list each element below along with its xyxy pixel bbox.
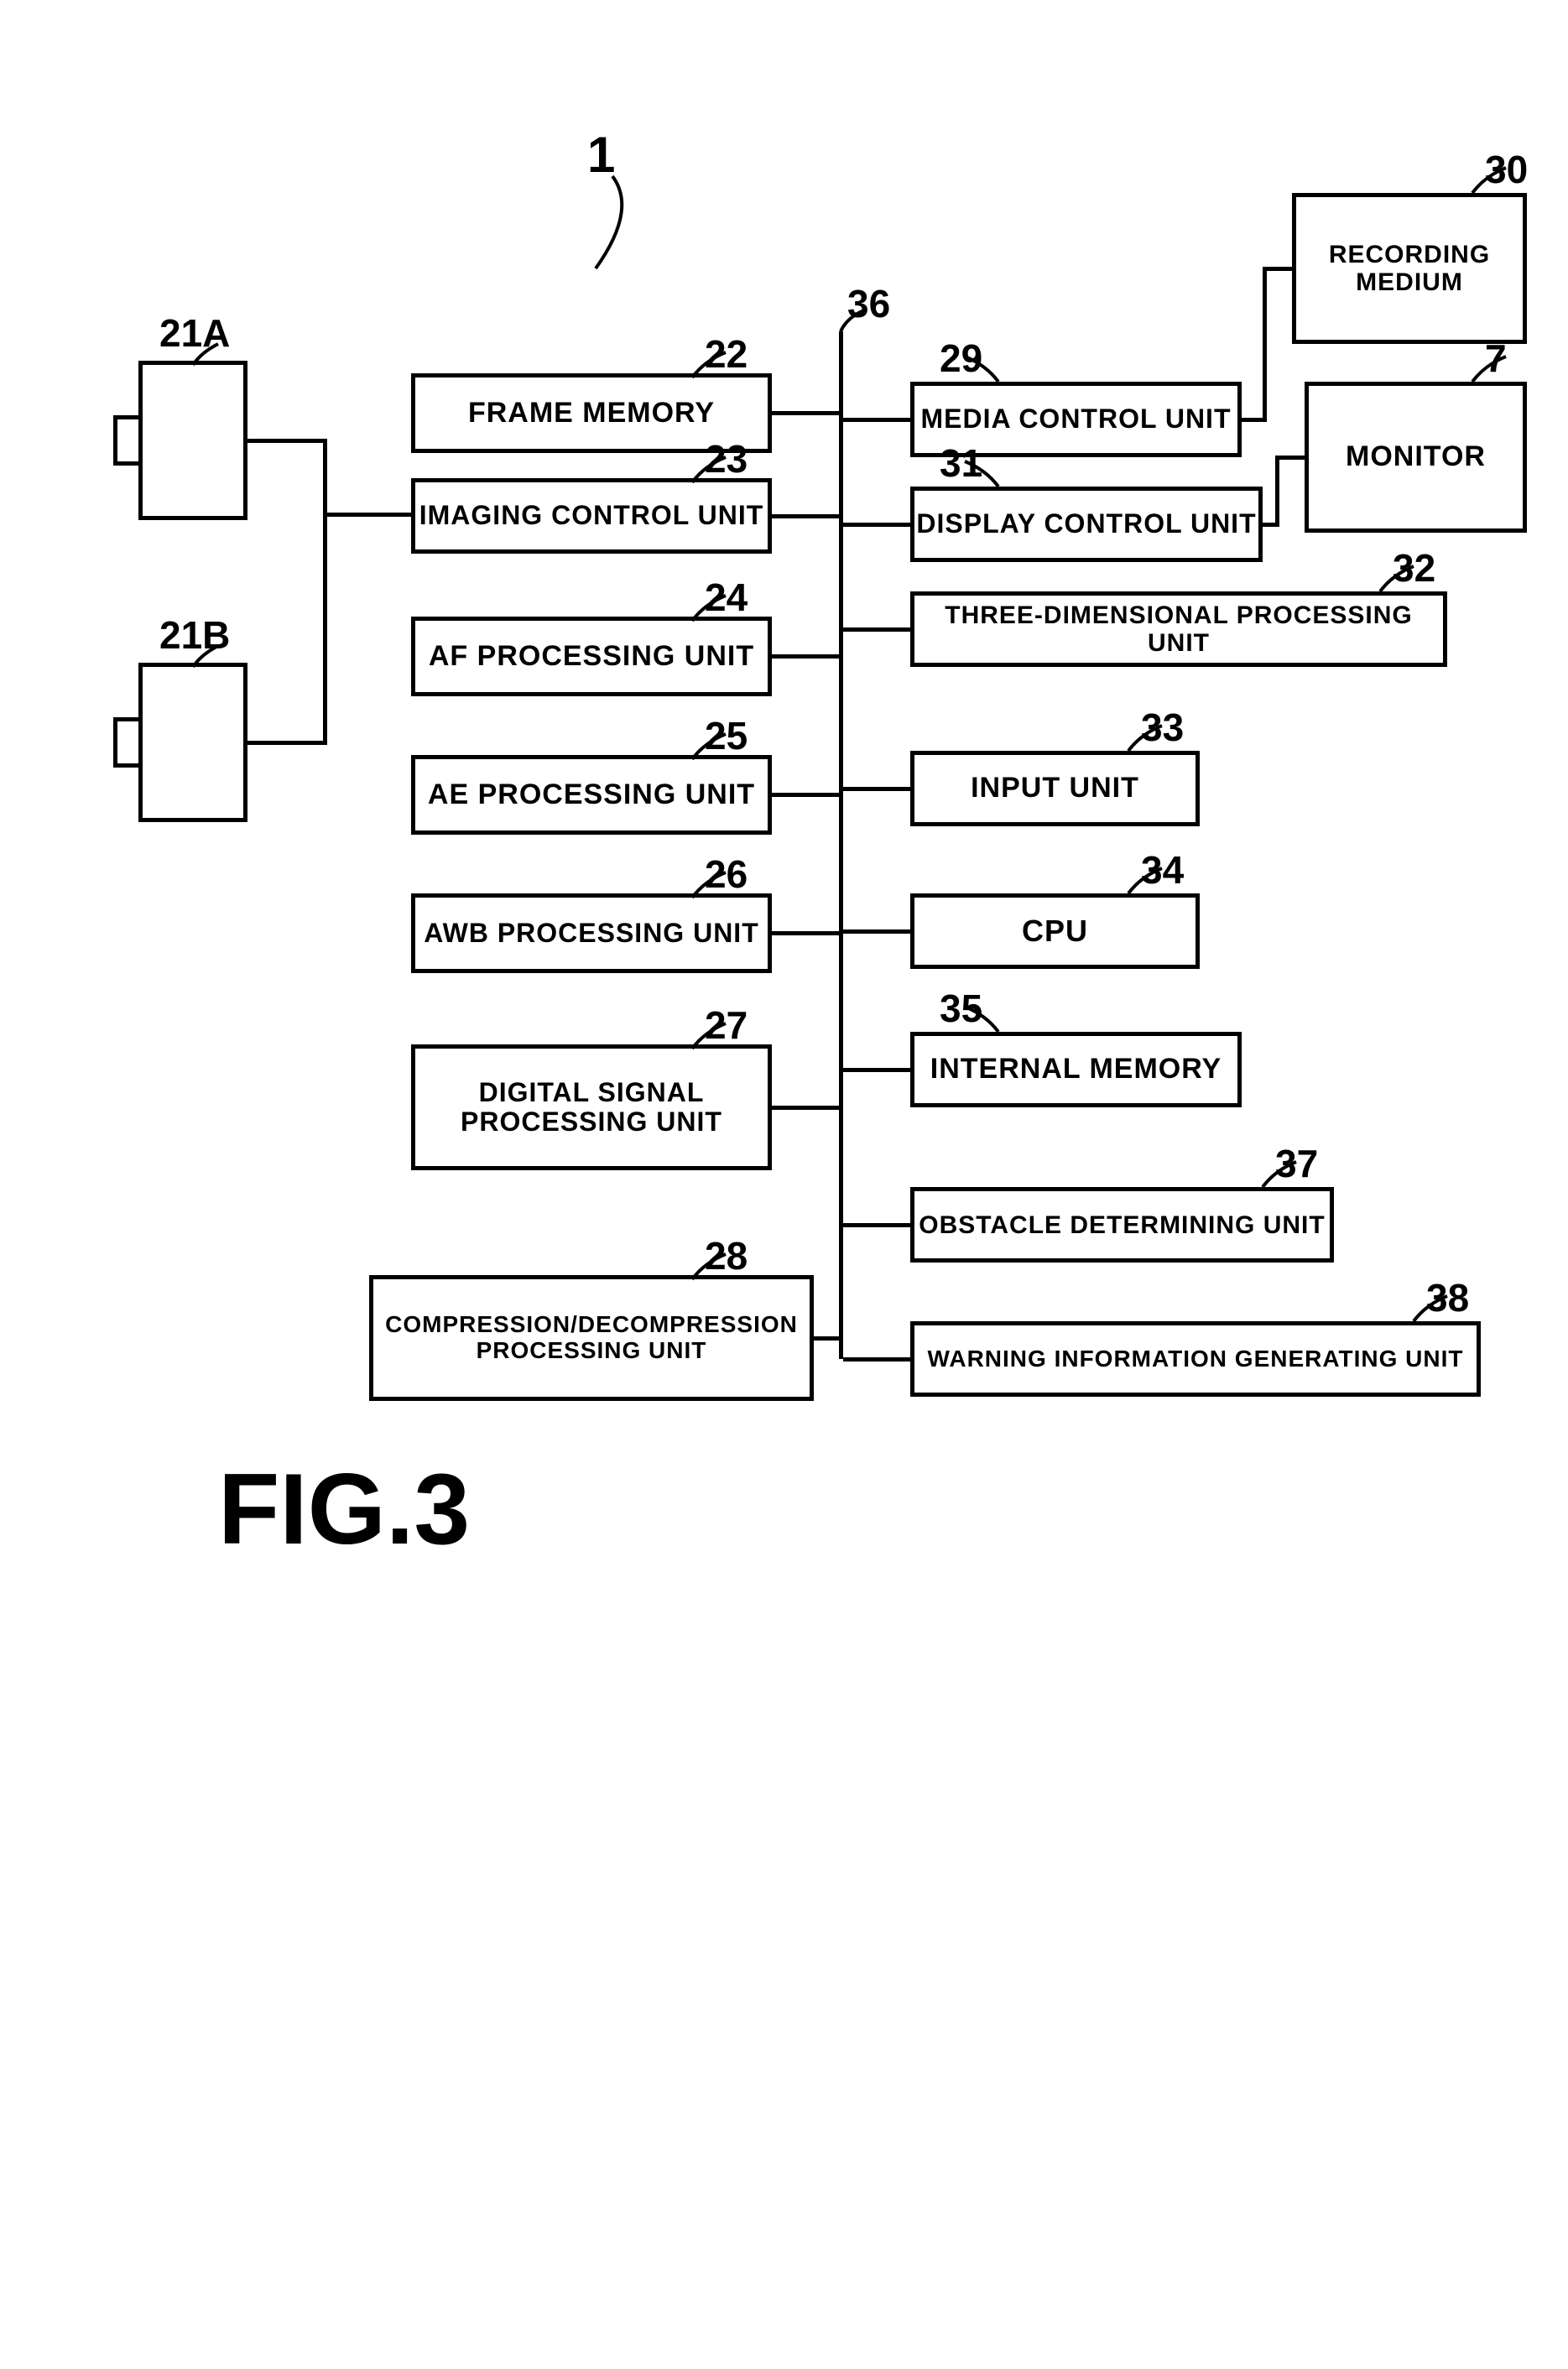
wire-frame-memory-bus [772,411,839,415]
ref-media-control-leader [965,357,998,386]
block-dsp: DIGITAL SIGNAL PROCESSING UNIT [411,1044,772,1170]
wire-imaging-bus [772,514,839,518]
ref-cpu-leader [1128,868,1162,898]
ref-recording-medium-leader [1472,168,1506,197]
wire-bus-obst [843,1223,910,1227]
block-awb-label: AWB PROCESSING UNIT [424,919,758,948]
block-internal-memory: INTERNAL MEMORY [910,1032,1242,1107]
system-ref-leader [587,176,654,277]
wire-display-h2 [1275,456,1305,460]
wire-codec-bus [814,1336,839,1341]
wire-af-bus [772,654,839,659]
wire-bus-display [843,523,910,527]
block-imaging-control-label: IMAGING CONTROL UNIT [419,501,764,530]
ref-monitor-leader [1472,357,1506,386]
wire-ae-bus [772,793,839,797]
figure-label: FIG.3 [218,1451,470,1567]
block-recording-medium: RECORDING MEDIUM [1292,193,1527,344]
ref-awb-leader [692,872,726,902]
block-codec-label: COMPRESSION/DECOMPRESSION PROCESSING UNI… [385,1312,798,1364]
ref-codec-leader [692,1254,726,1283]
block-display-control-label: DISPLAY CONTROL UNIT [916,509,1256,539]
block-obstacle: OBSTACLE DETERMINING UNIT [910,1187,1334,1263]
block-input-label: INPUT UNIT [971,773,1139,804]
block-ae: AE PROCESSING UNIT [411,755,772,835]
wire-cam-b-right [247,741,327,745]
ref-imaging-control-leader [692,457,726,487]
block-dsp-label: DIGITAL SIGNAL PROCESSING UNIT [461,1078,722,1137]
block-frame-memory-label: FRAME MEMORY [468,398,715,429]
ref-af-leader [692,596,726,625]
ref-three-d-leader [1380,566,1414,596]
ref-input-leader [1128,726,1162,755]
block-cpu: CPU [910,893,1200,969]
block-af-label: AF PROCESSING UNIT [429,641,754,672]
ref-warning-leader [1414,1296,1447,1325]
block-three-d: THREE-DIMENSIONAL PROCESSING UNIT [910,591,1447,667]
camera-a-body [138,361,247,520]
block-ae-label: AE PROCESSING UNIT [428,779,755,810]
wire-cam-a-right [247,439,327,443]
bus-vertical [839,331,843,1359]
wire-media-v [1263,267,1267,422]
block-warning: WARNING INFORMATION GENERATING UNIT [910,1321,1481,1397]
wire-cam-to-imaging [323,513,411,517]
ref-internal-memory-leader [965,1007,998,1036]
wire-media-h2 [1263,267,1292,271]
ref-display-control-leader [965,461,998,491]
block-af: AF PROCESSING UNIT [411,617,772,696]
camera-b-ref-leader [193,646,227,671]
wire-bus-input [843,787,910,791]
ref-frame-memory-leader [692,352,726,382]
ref-dsp-leader [692,1023,726,1053]
ref-ae-leader [692,734,726,763]
wire-bus-cpu [843,929,910,934]
ref-obstacle-leader [1263,1162,1296,1191]
block-display-control: DISPLAY CONTROL UNIT [910,487,1263,562]
block-recording-medium-label: RECORDING MEDIUM [1296,241,1523,296]
wire-awb-bus [772,931,839,935]
wire-dsp-bus [772,1106,839,1110]
block-monitor-label: MONITOR [1346,441,1486,472]
block-codec: COMPRESSION/DECOMPRESSION PROCESSING UNI… [369,1275,814,1401]
wire-bus-warn [843,1357,910,1362]
block-internal-memory-label: INTERNAL MEMORY [930,1054,1222,1085]
wire-bus-media [843,418,910,422]
camera-b-body [138,663,247,822]
block-imaging-control: IMAGING CONTROL UNIT [411,478,772,554]
block-warning-label: WARNING INFORMATION GENERATING UNIT [927,1346,1463,1372]
wire-bus-intmem [843,1068,910,1072]
wire-cam-vjoin [323,439,327,745]
wire-display-v [1275,456,1279,527]
block-cpu-label: CPU [1022,914,1088,948]
block-three-d-label: THREE-DIMENSIONAL PROCESSING UNIT [914,601,1443,657]
wire-bus-threed [843,627,910,632]
block-obstacle-label: OBSTACLE DETERMINING UNIT [919,1211,1325,1239]
block-media-control-label: MEDIA CONTROL UNIT [921,404,1232,434]
block-input: INPUT UNIT [910,751,1200,826]
ref-bus-leader [839,310,868,336]
system-ref: 1 [587,126,615,184]
block-monitor: MONITOR [1305,382,1527,533]
camera-a-ref-leader [193,344,227,369]
block-awb: AWB PROCESSING UNIT [411,893,772,973]
